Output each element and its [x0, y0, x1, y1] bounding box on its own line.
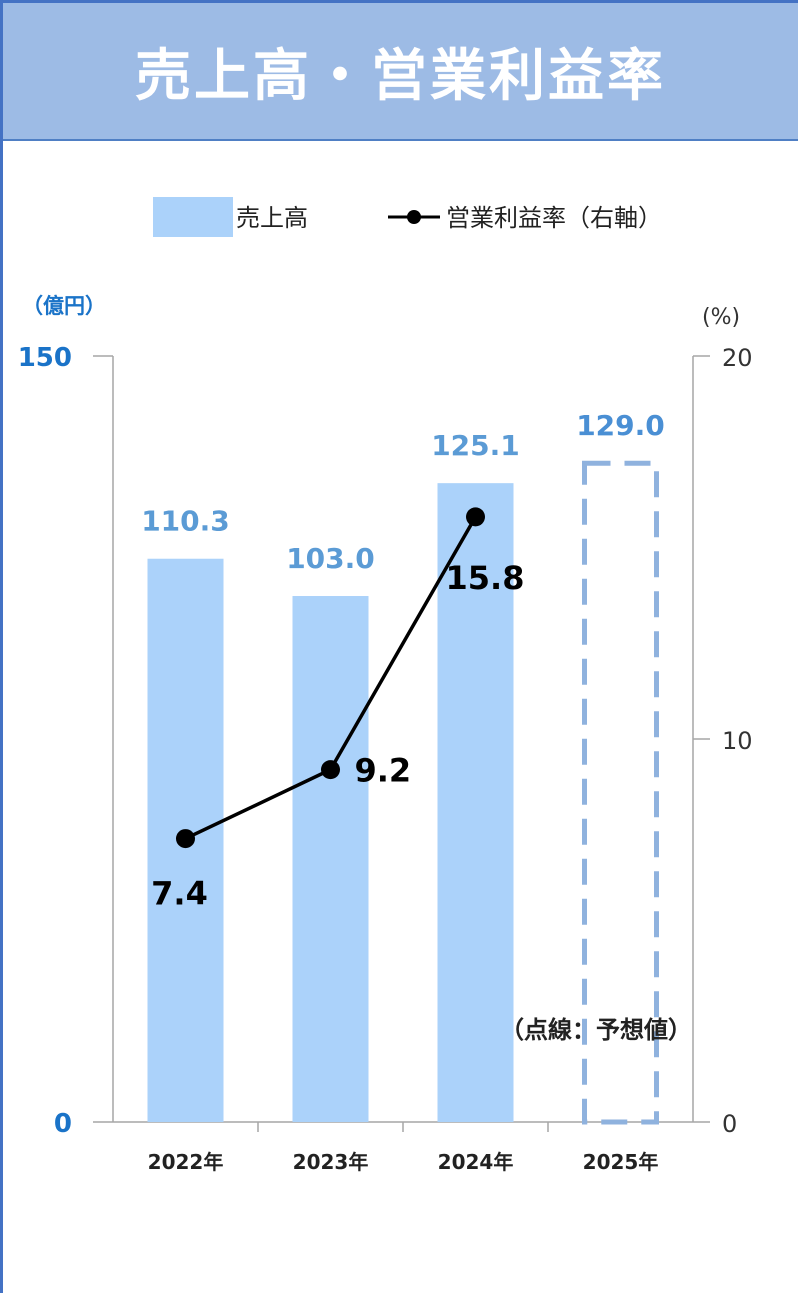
sales-bar	[437, 483, 514, 1122]
right-axis-unit: (%)	[702, 305, 740, 330]
margin-point	[321, 760, 340, 780]
right-tick-label: 20	[722, 344, 753, 372]
page-title: 売上高・営業利益率	[135, 43, 666, 109]
right-tick-label: 10	[722, 727, 753, 755]
margin-point	[466, 507, 485, 527]
sales-bar-label: 129.0	[576, 409, 665, 442]
legend-bar-swatch	[153, 197, 233, 237]
left-tick-label: 0	[54, 1109, 72, 1139]
x-tick-label: 2024年	[438, 1150, 514, 1174]
x-tick-label: 2025年	[583, 1150, 659, 1174]
left-tick-label: 150	[18, 343, 72, 373]
legend-line-marker	[407, 210, 421, 224]
margin-point-label: 9.2	[355, 752, 412, 790]
x-tick-label: 2022年	[148, 1150, 224, 1174]
x-tick-label: 2023年	[293, 1150, 369, 1174]
right-tick-label: 0	[722, 1110, 737, 1138]
sales-bar-label: 125.1	[431, 429, 520, 462]
margin-point-label: 7.4	[151, 875, 208, 913]
forecast-bar	[582, 460, 659, 1125]
margin-point-label: 15.8	[446, 559, 525, 597]
sales-bar-label: 110.3	[141, 505, 230, 538]
header-banner: 売上高・営業利益率	[3, 3, 798, 141]
legend-line-label: 営業利益率（右軸）	[446, 204, 662, 232]
sales-bar-label: 103.0	[286, 542, 375, 575]
forecast-note: （点線：予想値）	[500, 1016, 692, 1044]
legend-bar-label: 売上高	[236, 204, 308, 232]
left-axis-unit: （億円）	[22, 294, 106, 318]
margin-point	[176, 829, 195, 849]
sales-bar	[292, 596, 369, 1122]
